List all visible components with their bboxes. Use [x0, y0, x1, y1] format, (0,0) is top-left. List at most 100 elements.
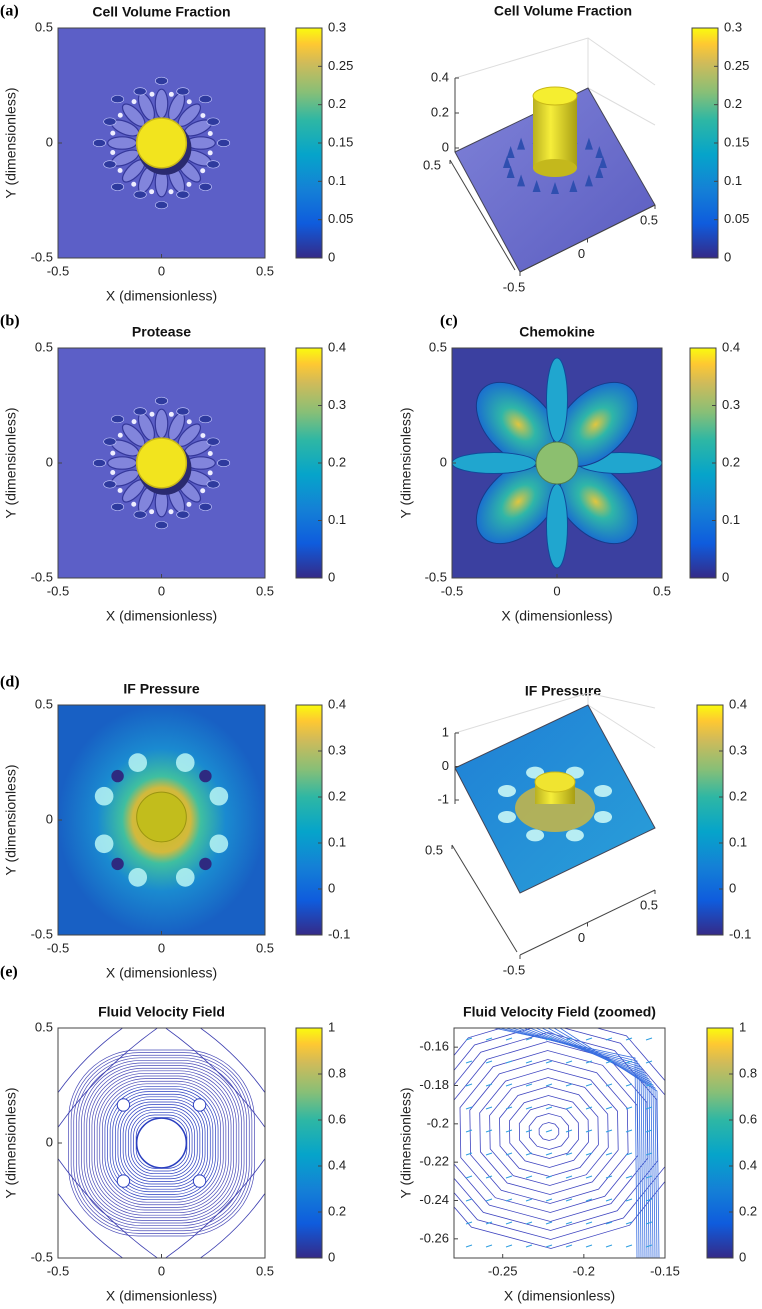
pattern [117, 167, 123, 173]
pattern [199, 769, 212, 783]
pattern [559, 1028, 660, 1258]
pattern [565, 1152, 573, 1156]
pattern [645, 1221, 653, 1225]
y-tick-label: 0 [46, 811, 53, 826]
colorbar-tick-label: 0.05 [328, 211, 353, 226]
pattern [128, 753, 148, 772]
chart-title: IF Pressure [123, 681, 199, 697]
pattern [584, 137, 593, 150]
pattern [525, 1198, 533, 1202]
x-tick-label: 0.5 [653, 583, 671, 598]
pattern [545, 1198, 553, 1202]
x-tick-label: 0.5 [256, 583, 274, 598]
pattern [599, 156, 607, 168]
pattern [103, 437, 117, 446]
axes-box [453, 1027, 666, 1259]
pattern [645, 1175, 653, 1179]
pattern [565, 1083, 573, 1087]
pattern [545, 1244, 553, 1248]
pattern [594, 811, 613, 824]
pattern [585, 1083, 593, 1087]
pattern [130, 1112, 193, 1174]
colorbar-tick-label: 0.1 [729, 834, 747, 849]
pattern [117, 432, 123, 438]
pattern [517, 174, 526, 187]
pattern [645, 1037, 653, 1041]
colorbar [295, 704, 323, 936]
x-axis-label: X (dimensionless) [504, 1288, 615, 1304]
pattern [116, 1098, 131, 1112]
pattern [645, 1106, 653, 1110]
pattern [206, 480, 220, 489]
panel: (a) Cell Volume Fraction -0.5 0 0.5 -0.5 0 0.5 X… [0, 3, 353, 304]
x-tick-label: 0 [578, 246, 585, 261]
x-tick-label: 0 [158, 263, 165, 278]
pattern [525, 1221, 533, 1225]
y-axis-label: Y (dimensionless) [398, 407, 414, 518]
y-axis-label: Y (dimensionless) [398, 1087, 414, 1198]
pattern [645, 1198, 653, 1202]
x-tick-label: 0.5 [640, 897, 658, 912]
plot-image [58, 705, 265, 935]
pattern [545, 1152, 553, 1156]
chart-title: Fluid Velocity Field (zoomed) [463, 1004, 656, 1020]
colorbar-tick-label: 0.3 [724, 19, 742, 34]
pattern [73, 1054, 250, 1232]
pattern [465, 1129, 473, 1133]
pattern [505, 1175, 513, 1179]
pattern [114, 1096, 209, 1190]
pattern [96, 1078, 227, 1208]
colorbar-tick-label: 0.6 [328, 1111, 346, 1126]
pattern [511, 1028, 644, 1258]
pattern [68, 1049, 255, 1237]
pattern [120, 1101, 203, 1185]
pattern [645, 1060, 653, 1064]
pattern [525, 1244, 533, 1248]
colorbar-tick-label: 0.4 [328, 1157, 346, 1172]
y-tick-label: -0.24 [419, 1192, 449, 1207]
x-tick-label: -0.5 [47, 1263, 69, 1278]
pattern [192, 1174, 207, 1188]
pattern [525, 1106, 533, 1110]
pattern [485, 1221, 493, 1225]
pattern [101, 1083, 222, 1203]
chart-title: Cell Volume Fraction [494, 3, 632, 19]
y-tick-label: -0.5 [31, 1249, 53, 1264]
pattern [111, 502, 125, 511]
panel: IF Pressure -1 0 1 0.5 -0.5 0 0.5 -0.1 0 0.1 0.2 0.3… [425, 683, 751, 978]
y-tick-label: -0.26 [419, 1230, 449, 1245]
field [454, 1028, 665, 1258]
pattern [625, 1106, 633, 1110]
y-tick-label: -0.16 [419, 1039, 449, 1054]
pattern [91, 1073, 232, 1213]
pattern [81, 1062, 242, 1224]
pattern [479, 1068, 619, 1195]
chart-title: Chemokine [519, 324, 595, 340]
colorbar-tick-label: 0.4 [328, 339, 346, 354]
colorbar-tick-label: 0.3 [328, 742, 346, 757]
pattern [200, 488, 206, 494]
pattern [533, 96, 577, 168]
pattern [485, 1152, 493, 1156]
pattern [94, 834, 114, 854]
pattern [625, 1244, 633, 1248]
pattern [545, 1106, 553, 1110]
pattern [585, 1198, 593, 1202]
pattern [186, 181, 192, 187]
colorbar-tick-label: 0.2 [328, 96, 346, 111]
pattern [149, 509, 155, 515]
y-tick-label: 0.5 [35, 339, 53, 354]
pattern [207, 150, 213, 156]
pattern [465, 1060, 473, 1064]
x-tick-label: -0.5 [47, 583, 69, 598]
colorbar-tick-label: 0.6 [739, 1111, 757, 1126]
colorbar-tick-label: 0.2 [739, 1203, 757, 1218]
y-tick-label: -0.5 [31, 569, 53, 584]
pattern [117, 487, 123, 493]
pattern [585, 1060, 593, 1064]
pattern [565, 1106, 573, 1110]
pattern [175, 868, 195, 887]
pattern [217, 138, 231, 148]
pattern [154, 88, 169, 119]
colorbar-tick-label: 0.2 [729, 788, 747, 803]
